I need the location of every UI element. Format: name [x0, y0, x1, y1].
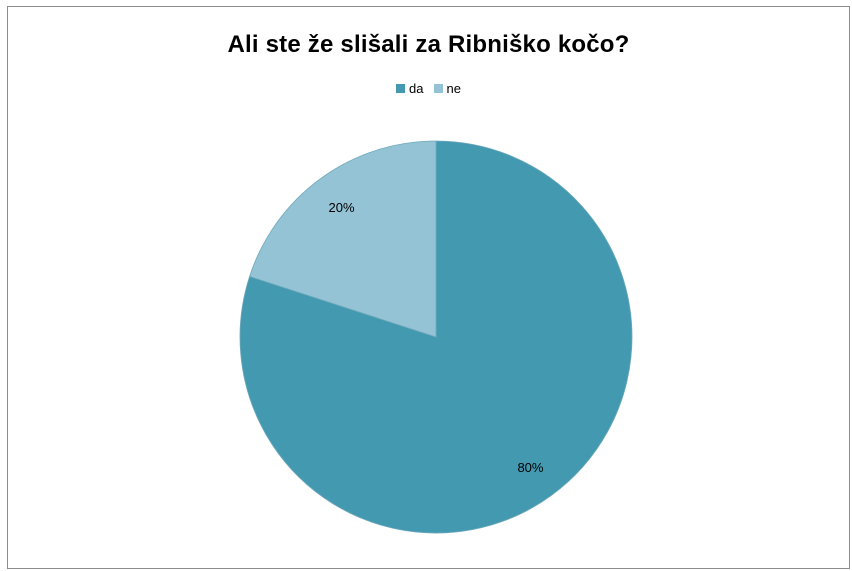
pie-slice-ne	[249, 140, 437, 338]
legend-swatch-ne	[433, 84, 443, 93]
chart-title: Ali ste že slišali za Ribniško kočo?	[227, 31, 630, 58]
data-label-ne: 20%	[329, 200, 355, 215]
chart-legend: da ne	[8, 81, 849, 96]
legend-item-da: da	[396, 81, 424, 96]
legend-label-ne: ne	[446, 81, 461, 96]
data-label-da: 80%	[517, 460, 543, 475]
legend-item-ne: ne	[433, 81, 461, 96]
legend-swatch-da	[396, 84, 406, 93]
legend-label-da: da	[409, 81, 424, 96]
